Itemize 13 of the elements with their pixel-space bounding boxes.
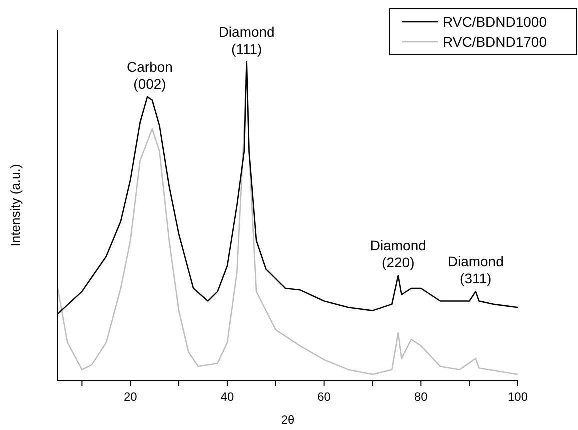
x-tick-label: 40 — [220, 390, 234, 404]
legend-label: RVC/BDND1000 — [443, 14, 548, 30]
x-tick-label: 100 — [508, 390, 528, 404]
y-axis-title: Intensity (a.u.) — [8, 164, 23, 247]
x-tick-label: 20 — [124, 390, 138, 404]
annotation: Diamond (311) — [448, 254, 504, 287]
x-tick-label: 80 — [414, 390, 428, 404]
annotation: Diamond (220) — [370, 238, 426, 271]
annotation: Carbon (002) — [127, 59, 173, 92]
legend-label: RVC/BDND1700 — [443, 34, 548, 50]
annotation: Diamond (111) — [218, 24, 275, 57]
x-axis-title: 2θ — [281, 413, 295, 427]
x-tick-label: 60 — [318, 390, 332, 404]
